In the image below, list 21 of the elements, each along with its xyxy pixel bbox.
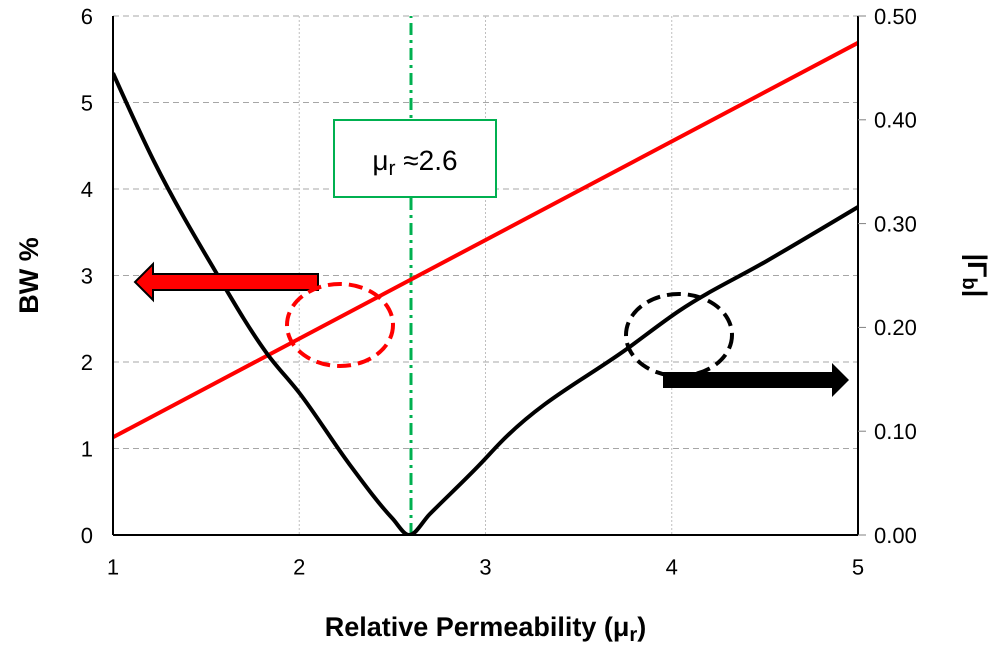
- x-axis-title: Relative Permeability (μ$_{r}$): [324, 612, 646, 646]
- y-tick-label: 6: [80, 4, 93, 29]
- x-tick-label: 5: [852, 554, 864, 580]
- y-tick-label: 4: [80, 176, 93, 202]
- y-tick-label: 1: [80, 436, 93, 462]
- y-tick-label: 0: [80, 522, 93, 548]
- x-tick-label: 4: [666, 554, 678, 580]
- y2-tick-label: 0.10: [874, 419, 917, 444]
- y-axis-title: BW %: [14, 237, 44, 314]
- ref-line-label: μ$_{r}$ ≈2.6: [372, 145, 458, 180]
- y2-tick-label: 0.40: [874, 108, 917, 133]
- x-tick-label: 1: [106, 554, 120, 580]
- x-tick-label: 3: [479, 554, 492, 580]
- x-tick-label: 2: [293, 554, 306, 580]
- y2-tick-label: 0.20: [874, 315, 917, 340]
- y2-tick-label: 0.30: [874, 211, 917, 236]
- y-tick-label: 3: [80, 263, 93, 288]
- y2-tick-label: 0.50: [874, 4, 917, 29]
- y-tick-label: 5: [80, 90, 93, 116]
- y2-tick-label: 0.00: [874, 522, 917, 548]
- y-tick-label: 2: [80, 350, 93, 375]
